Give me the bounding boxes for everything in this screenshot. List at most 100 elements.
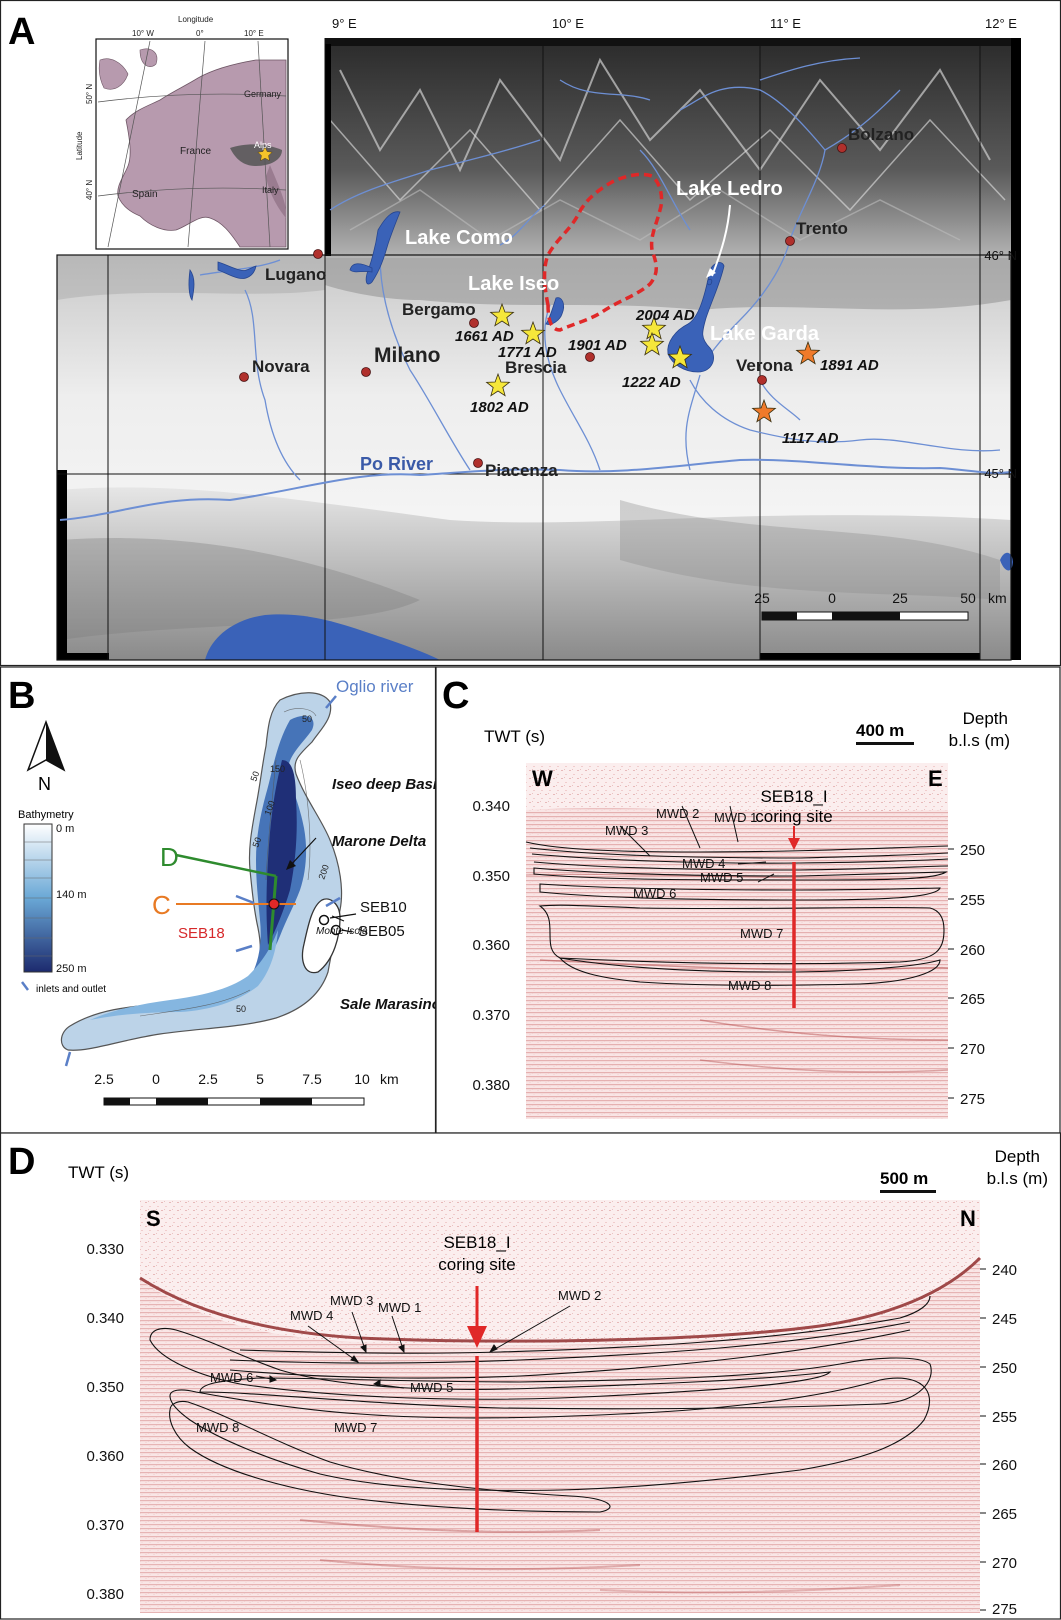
contour-50-south: 50 (236, 1004, 246, 1014)
panel-d-depth-265: 265 (992, 1506, 1017, 1523)
label-monte-isola: Monte Isola (316, 926, 368, 937)
lake-iseo-bathymetry: 50 150 50 100 50 200 50 (60, 692, 343, 1051)
lon-label-9e: 9° E (332, 16, 357, 31)
panel-c-east: E (928, 766, 943, 791)
panel-c-mwd-7: MWD 7 (740, 926, 783, 941)
panel-c-mwd-3: MWD 3 (605, 823, 648, 838)
panel-d-depth-ticks: 240 245 250 255 260 265 270 275 (992, 1262, 1017, 1618)
profile-d-upper (175, 853, 277, 878)
star-1901-icon (639, 331, 665, 356)
label-bergamo: Bergamo (402, 300, 476, 319)
profile-c-label: C (152, 890, 171, 920)
panel-d: D TWT (s) Depth b.l.s (m) 500 m (0, 1132, 1061, 1620)
star-1661-icon (489, 302, 515, 327)
panel-c-depth-275: 275 (960, 1091, 985, 1108)
panel-d-letter: D (8, 1141, 35, 1183)
mwd-outlines-c (525, 841, 949, 986)
panel-d-coring-site-label: coring site (438, 1255, 515, 1274)
label-1771-ad: 1771 AD (498, 344, 557, 361)
label-po-river: Po River (360, 454, 433, 474)
legend-title: Bathymetry (18, 809, 74, 821)
panel-c-bls-label: b.l.s (m) (949, 731, 1010, 750)
legend-140m: 140 m (56, 889, 87, 901)
panel-c-depth-ticks: 250 255 260 265 270 275 (960, 842, 985, 1108)
inset-lat-40n: 40° N (85, 180, 94, 200)
panel-d-twt-ticks: 0.330 0.340 0.350 0.360 0.370 0.380 (86, 1241, 124, 1603)
scale-b-tick-5: 10 (354, 1071, 370, 1087)
star-1117-icon (751, 398, 777, 423)
label-lugano: Lugano (265, 265, 326, 284)
panel-c-mwd-4: MWD 4 (682, 856, 725, 871)
inset-longitude-label: Longitude (178, 15, 214, 24)
panel-c-coring-site-label: coring site (755, 807, 832, 826)
label-oglio-river: Oglio river (336, 677, 414, 696)
panel-d-mwd-6: MWD 6 (210, 1370, 253, 1385)
scale-a-tick-0: 25 (754, 590, 770, 606)
star-1802-icon (485, 372, 511, 397)
panel-a-letter: A (8, 11, 35, 53)
label-lake-garda: Lake Garda (710, 323, 820, 345)
panel-b: B N 50 150 50 100 (0, 666, 486, 1134)
panel-a: A (0, 0, 1061, 667)
panel-c: C TWT (s) Depth b.l.s (m) 400 m (435, 666, 1061, 1134)
lon-label-12e: 12° E (985, 16, 1017, 31)
panel-d-depth-255: 255 (992, 1409, 1017, 1426)
panel-d-mwd-7: MWD 7 (334, 1420, 377, 1435)
panel-d-scale-bar (880, 1190, 936, 1193)
lakes (188, 211, 725, 373)
label-seb18: SEB18 (178, 925, 225, 942)
panel-c-depth-255: 255 (960, 892, 985, 909)
panel-c-twt-0380: 0.380 (472, 1077, 510, 1094)
label-2004-ad: 2004 AD (635, 307, 695, 324)
panel-c-mwd-5: MWD 5 (700, 870, 743, 885)
panel-c-letter: C (442, 675, 469, 717)
sea (205, 614, 440, 660)
contour-150: 150 (270, 764, 285, 774)
panel-c-depth-260: 260 (960, 942, 985, 959)
panel-c-mwd-1: MWD 1 (714, 810, 757, 825)
lake-lugano (217, 261, 257, 279)
legend-inlets-outlet: inlets and outlet (36, 984, 106, 995)
panel-c-twt-ticks: 0.340 0.350 0.360 0.370 0.380 (472, 798, 510, 1094)
inset-map: Longitude 10° W 0° 10° E Latitude 50° N … (75, 15, 289, 250)
label-milano: Milano (374, 344, 441, 367)
panel-d-twt-0360: 0.360 (86, 1448, 124, 1465)
contour-100: 100 (262, 799, 277, 817)
legend-250m: 250 m (56, 963, 87, 975)
panel-c-mwd-6: MWD 6 (633, 886, 676, 901)
label-novara: Novara (252, 357, 310, 376)
scale-b-unit: km (380, 1071, 399, 1087)
panel-d-twt-0350: 0.350 (86, 1379, 124, 1396)
panel-c-twt-label: TWT (s) (484, 727, 545, 746)
label-iseo-deep-basin: Iseo deep Basin (332, 776, 446, 793)
inset-lat-50n: 50° N (85, 84, 94, 104)
panel-b-letter: B (8, 675, 35, 717)
panel-d-mwd-8: MWD 8 (196, 1420, 239, 1435)
scale-b-tick-4: 7.5 (302, 1071, 322, 1087)
panel-d-twt-0380: 0.380 (86, 1586, 124, 1603)
panel-d-bls-label: b.l.s (m) (987, 1169, 1048, 1188)
panel-d-twt-label: TWT (s) (68, 1163, 129, 1182)
star-1891-icon (795, 340, 821, 365)
label-seb05: SEB05 (358, 923, 405, 940)
city-dots (239, 143, 847, 468)
star-1771-icon (520, 320, 546, 345)
label-marone-delta: Marone Delta (332, 833, 426, 850)
lake-como (365, 211, 401, 285)
label-1661-ad: 1661 AD (455, 328, 514, 345)
lon-label-11e: 11° E (770, 16, 801, 31)
scale-a-unit: km (988, 590, 1007, 606)
inset-spain: Spain (132, 189, 158, 200)
north-arrow-icon: N (26, 719, 66, 794)
scale-bar-b: 2.5 0 2.5 5 7.5 10 km (94, 1071, 399, 1106)
panel-d-depth-275: 275 (992, 1601, 1017, 1618)
panel-d-north: N (960, 1206, 976, 1231)
scale-b-tick-3: 5 (256, 1071, 264, 1087)
arrow-icon (21, 981, 29, 991)
panel-c-site-label: SEB18_I (760, 787, 827, 806)
panel-d-depth-260: 260 (992, 1457, 1017, 1474)
lat-label-45n: 45° N (984, 466, 1017, 481)
inset-lon-10w: 10° W (132, 29, 154, 38)
panel-d-twt-0330: 0.330 (86, 1241, 124, 1258)
